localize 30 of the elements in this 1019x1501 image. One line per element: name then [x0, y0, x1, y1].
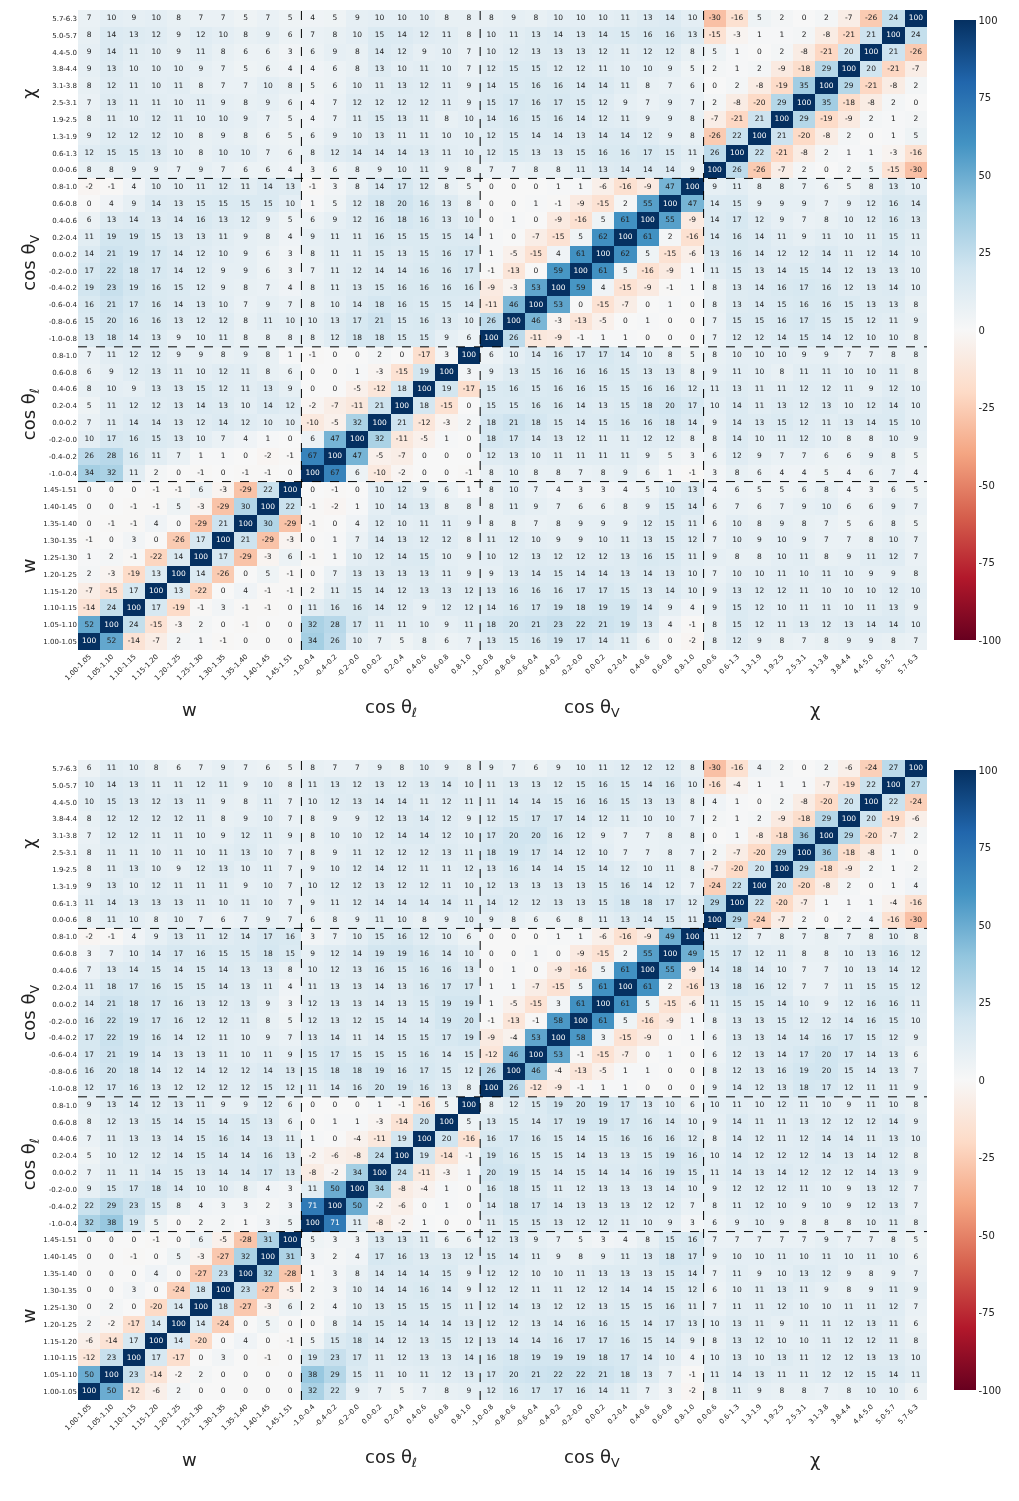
- text: w: [182, 1449, 197, 1470]
- color-bar-label: 75: [978, 842, 992, 853]
- text: χ: [18, 88, 40, 99]
- color-bar-label: 0: [978, 1074, 985, 1086]
- color-bar-label: -50: [978, 1229, 995, 1241]
- color-bar-label: 0: [978, 324, 985, 336]
- color-bar-label: 50: [978, 169, 992, 181]
- color-bar-label: 25: [978, 247, 992, 258]
- color-bar-label: -25: [978, 402, 995, 413]
- color-bar-label: -50: [978, 479, 995, 491]
- color-bar-label: 100: [978, 764, 998, 776]
- text: χ: [18, 838, 40, 849]
- color-bar-label: -75: [978, 1307, 995, 1318]
- text: χ: [810, 699, 821, 720]
- text: w: [182, 699, 197, 720]
- color-bar-label: -100: [978, 634, 1002, 646]
- text: cos θ$_{ℓ}$: [365, 696, 418, 720]
- color-bar-label: -100: [978, 1384, 1002, 1396]
- color-bar-label: -75: [978, 557, 995, 568]
- text: cos θ$_{V}$: [564, 696, 621, 720]
- color-bar-label: 100: [978, 14, 998, 26]
- color-bar-label: 50: [978, 919, 992, 931]
- color-bar-label: 25: [978, 997, 992, 1008]
- text: w: [17, 1308, 39, 1324]
- color-bar-label: -25: [978, 1152, 995, 1163]
- text: cos θ$_{ℓ}$: [365, 1446, 418, 1470]
- color-bar-label: 75: [978, 92, 992, 103]
- text: χ: [810, 1449, 821, 1470]
- text: cos θ$_{V}$: [564, 1446, 621, 1470]
- text: w: [17, 558, 39, 574]
